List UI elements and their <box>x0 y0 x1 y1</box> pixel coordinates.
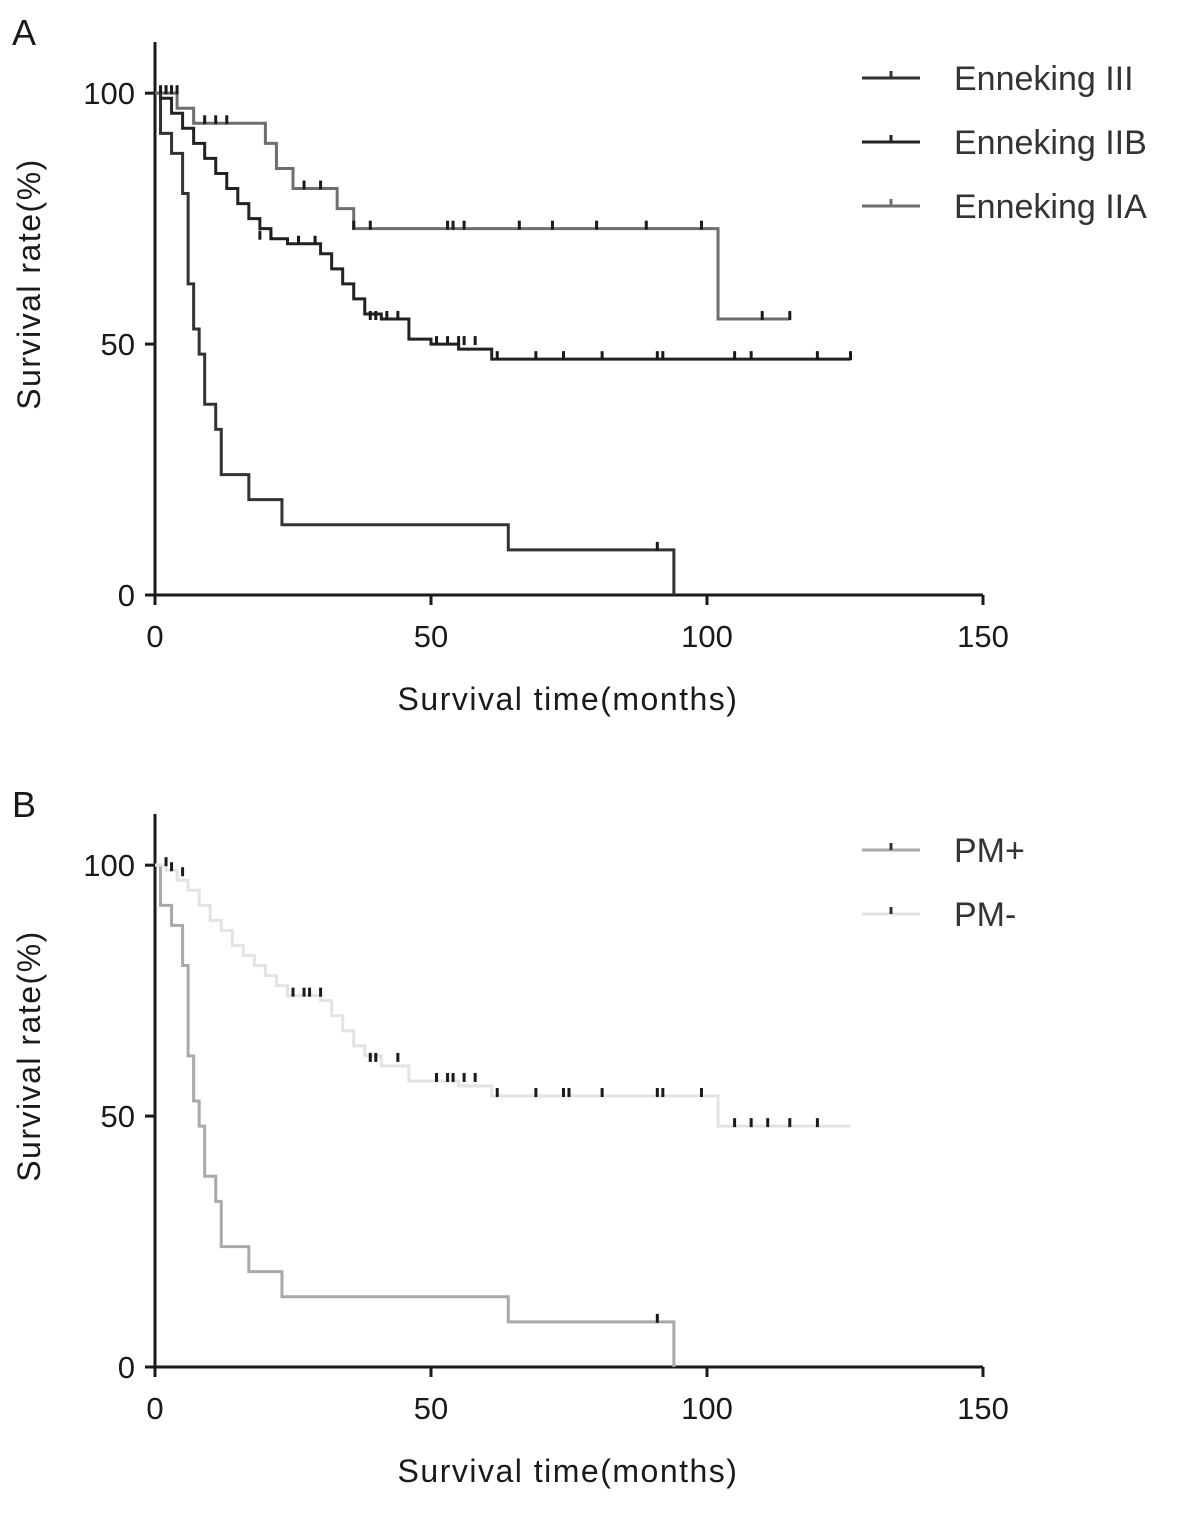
legend-a-item-2: Enneking IIA <box>862 188 1147 226</box>
x-tick-label-a-1: 50 <box>414 619 448 654</box>
legend-a-item-0: Enneking III <box>862 60 1134 98</box>
legend-b-item-0: PM+ <box>862 832 1025 870</box>
y-tick-label-b-1: 50 <box>101 1099 135 1134</box>
chart-b-plot: 0 50 100 150 0 50 100 Survival time(months) Surv… <box>11 814 1009 1489</box>
legend-b-item-1: PM- <box>862 896 1016 934</box>
legend-b-label-1: PM- <box>954 896 1016 934</box>
series-line-b-1 <box>155 863 851 1128</box>
legend-a-label-1: Enneking IIB <box>954 124 1147 162</box>
x-axis-title-b: Survival time(months) <box>398 1453 739 1489</box>
legend-a-label-0: Enneking III <box>954 60 1134 98</box>
y-tick-label-a-2: 100 <box>83 76 135 111</box>
x-tick-label-a-3: 150 <box>957 619 1009 654</box>
chart-panel-a: A 0 50 100 150 0 50 100 Survival time(months) Su… <box>0 0 1181 749</box>
x-tick-label-b-1: 50 <box>414 1391 448 1426</box>
x-tick-label-b-3: 150 <box>957 1391 1009 1426</box>
chart-a-plot: 0 50 100 150 0 50 100 Survival time(months) Surv… <box>11 42 1009 717</box>
y-tick-label-b-2: 100 <box>83 848 135 883</box>
x-tick-label-b-2: 100 <box>681 1391 733 1426</box>
chart-a-svg: A 0 50 100 150 0 50 100 Survival time(months) Su… <box>11 12 1147 717</box>
series-line-a-1 <box>155 91 851 361</box>
panel-label-b: B <box>12 784 36 825</box>
series-line-b-0 <box>155 863 676 1367</box>
y-axis-title-a: Survival rate(%) <box>11 158 47 410</box>
legend-b: PM+ PM- <box>862 832 1025 934</box>
chart-b-svg: B 0 50 100 150 0 50 100 Survival time(months) Su… <box>11 784 1025 1489</box>
x-tick-label-b-0: 0 <box>146 1391 163 1426</box>
x-axis-title-a: Survival time(months) <box>398 681 739 717</box>
series-line-a-0 <box>155 91 676 595</box>
legend-b-label-0: PM+ <box>954 832 1025 870</box>
y-tick-label-a-0: 0 <box>118 578 135 613</box>
y-tick-label-a-1: 50 <box>101 327 135 362</box>
series-line-a-2 <box>155 91 790 321</box>
legend-a: Enneking III Enneking IIB Enneking IIA <box>862 60 1147 226</box>
y-tick-label-b-0: 0 <box>118 1350 135 1385</box>
x-tick-label-a-0: 0 <box>146 619 163 654</box>
legend-a-label-2: Enneking IIA <box>954 188 1147 226</box>
chart-panel-b: B 0 50 100 150 0 50 100 Survival time(months) Su… <box>0 772 1181 1521</box>
x-tick-label-a-2: 100 <box>681 619 733 654</box>
y-axis-title-b: Survival rate(%) <box>11 930 47 1182</box>
legend-a-item-1: Enneking IIB <box>862 124 1147 162</box>
panel-label-a: A <box>12 12 36 53</box>
